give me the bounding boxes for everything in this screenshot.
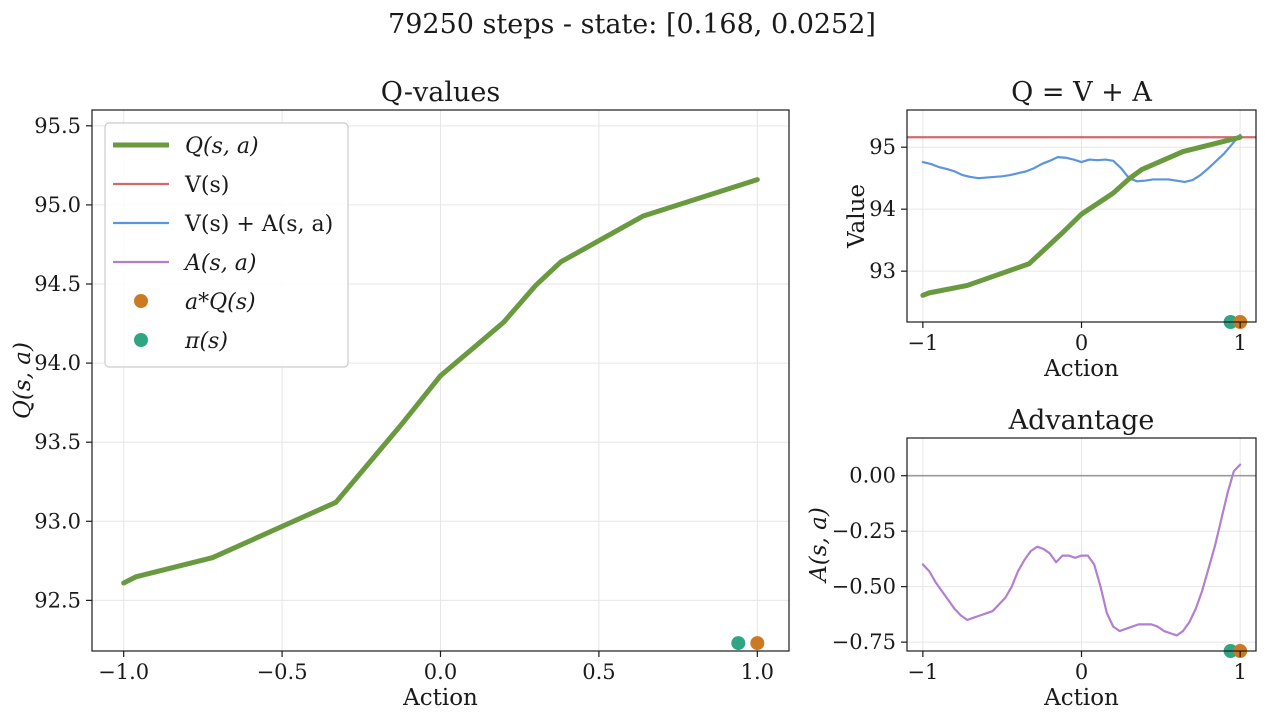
chart-advantage: −1 0 1 0.00 −0.25 −0.50 −0.75 Advantage Action A(… xyxy=(806,405,1257,711)
y-tick-label: 93.5 xyxy=(34,430,81,454)
y-axis-label: A(s, a) xyxy=(806,507,832,584)
legend-label-q: Q(s, a) xyxy=(185,134,259,159)
plot-area xyxy=(907,133,1256,298)
legend-label-vpa: V(s) + A(s, a) xyxy=(184,212,333,237)
legend: Q(s, a) V(s) V(s) + A(s, a) A(s, a) a*Q(s) π(… xyxy=(104,122,349,368)
y-tick-label: 95 xyxy=(869,135,896,159)
y-axis-label: Value xyxy=(844,184,870,249)
y-tick-label: 94.0 xyxy=(34,351,81,375)
legend-item-q: Q(s, a) xyxy=(113,134,259,159)
axes-title: Advantage xyxy=(1008,405,1155,436)
marker-a_star xyxy=(750,636,765,651)
legend-label-pi: π(s) xyxy=(184,329,228,354)
axes-title: Q-values xyxy=(381,77,500,108)
x-tick-label: −1 xyxy=(907,660,938,684)
x-tick-label: 0.0 xyxy=(424,660,457,684)
y-tick-label: 94 xyxy=(869,197,896,221)
legend-item-a_star: a*Q(s) xyxy=(134,290,256,315)
plot-area xyxy=(121,177,760,586)
y-tick-label: 94.5 xyxy=(34,272,81,296)
x-tick-label: −1.0 xyxy=(98,660,149,684)
y-tick-label: −0.25 xyxy=(832,519,896,543)
x-axis-label: Action xyxy=(1043,356,1119,382)
series-line-adv xyxy=(921,463,1242,637)
x-tick-label: −1 xyxy=(907,331,938,355)
legend-swatch-a_star xyxy=(134,294,148,308)
x-tick-label: 1 xyxy=(1233,331,1246,355)
x-tick-label: 0 xyxy=(1075,331,1088,355)
series-line-q xyxy=(920,134,1243,298)
y-tick-label: −0.50 xyxy=(832,575,896,599)
legend-item-pi: π(s) xyxy=(134,329,228,354)
legend-swatch-pi xyxy=(134,333,148,347)
y-tick-label: 95.0 xyxy=(34,193,81,217)
legend-item-adv: A(s, a) xyxy=(113,251,256,276)
axes-title: Q = V + A xyxy=(1011,77,1152,108)
y-axis-label: Q(s, a) xyxy=(10,342,36,419)
figure-suptitle: 79250 steps - state: [0.168, 0.0252] xyxy=(388,9,876,40)
plot-area xyxy=(907,463,1256,637)
legend-item-vpa: V(s) + A(s, a) xyxy=(113,212,333,237)
chart-q_v_a: −1 0 1 93 94 95 Q = V + A Action Value xyxy=(844,77,1257,382)
y-tick-label: 95.5 xyxy=(34,114,81,138)
series-line-vpa xyxy=(921,133,1242,184)
y-tick-label: −0.75 xyxy=(832,630,896,654)
legend-label-v: V(s) xyxy=(184,173,229,198)
y-tick-label: 93 xyxy=(869,259,896,283)
x-axis-label: Action xyxy=(1043,685,1119,711)
x-tick-label: 0.5 xyxy=(582,660,615,684)
x-tick-label: −0.5 xyxy=(257,660,308,684)
x-tick-label: 0 xyxy=(1075,660,1088,684)
marker-pi xyxy=(731,636,746,651)
series-line-q xyxy=(121,177,760,586)
x-tick-label: 1.0 xyxy=(741,660,774,684)
x-axis-label: Action xyxy=(402,685,478,711)
legend-label-adv: A(s, a) xyxy=(183,251,256,276)
y-tick-label: 0.00 xyxy=(849,464,896,488)
legend-label-a_star: a*Q(s) xyxy=(185,290,256,315)
legend-item-v: V(s) xyxy=(113,173,229,198)
y-tick-label: 92.5 xyxy=(34,588,81,612)
y-tick-label: 93.0 xyxy=(34,509,81,533)
x-tick-label: 1 xyxy=(1233,660,1246,684)
